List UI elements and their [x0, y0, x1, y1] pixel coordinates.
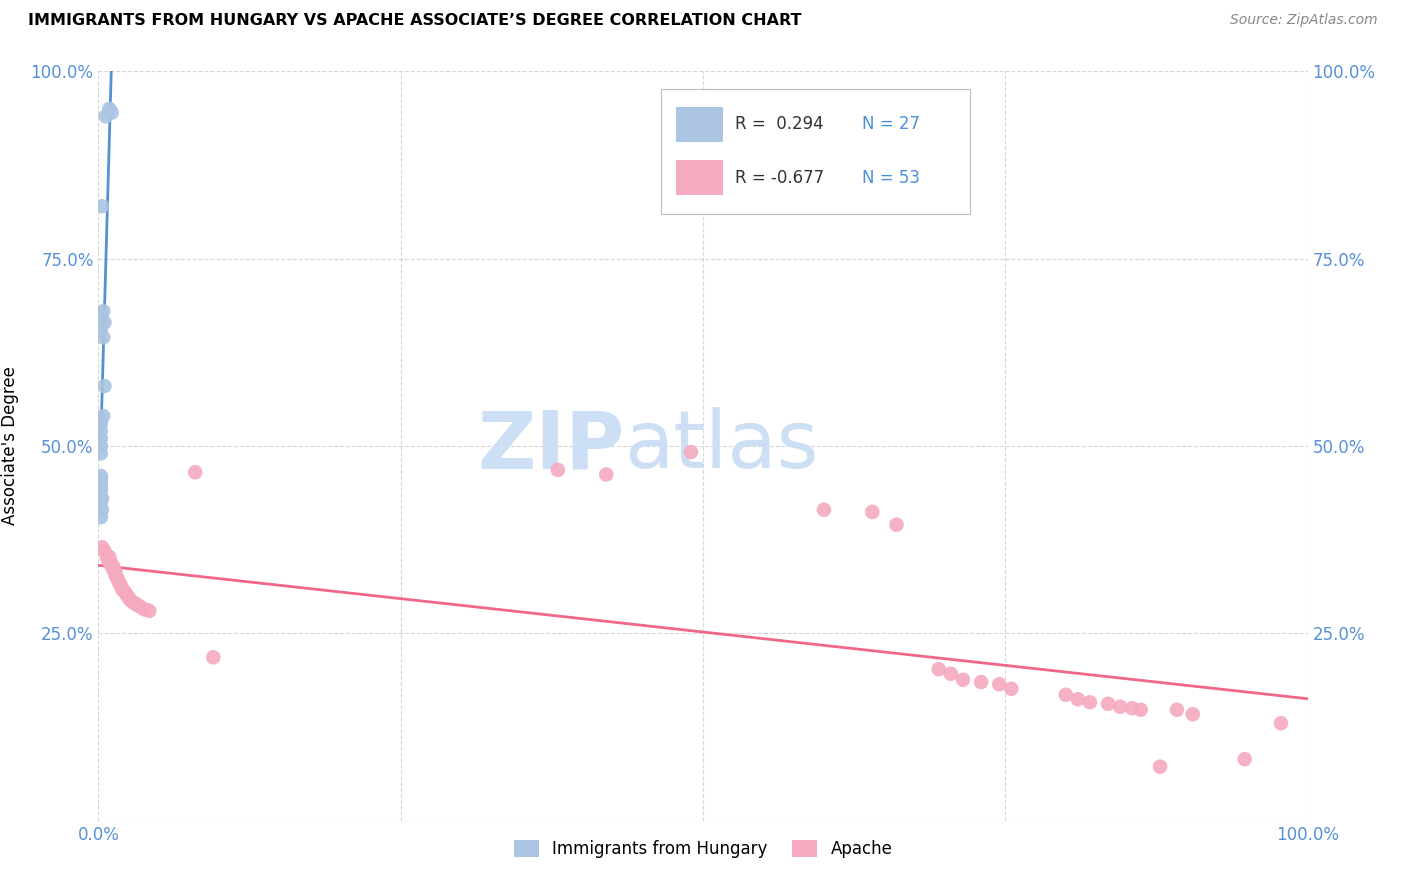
- Point: [91, 491, 114, 506]
- Point: [1270, 716, 1292, 731]
- Point: [679, 445, 702, 459]
- FancyBboxPatch shape: [676, 161, 723, 195]
- Point: [91, 540, 114, 554]
- Point: [110, 580, 132, 594]
- Point: [90, 473, 112, 487]
- Point: [813, 502, 835, 516]
- Point: [90, 308, 112, 322]
- Point: [124, 596, 146, 610]
- Point: [886, 517, 908, 532]
- Point: [1181, 707, 1204, 722]
- Point: [127, 598, 149, 612]
- Point: [90, 495, 112, 509]
- Point: [94, 109, 117, 123]
- Text: ZIP: ZIP: [477, 407, 624, 485]
- Point: [91, 409, 114, 423]
- Point: [90, 417, 112, 431]
- Text: N = 27: N = 27: [862, 115, 920, 133]
- Point: [1129, 703, 1152, 717]
- Point: [1166, 703, 1188, 717]
- Point: [90, 476, 112, 491]
- FancyBboxPatch shape: [676, 107, 723, 142]
- Point: [91, 330, 114, 344]
- Point: [1109, 699, 1132, 714]
- Point: [118, 591, 141, 605]
- Point: [93, 379, 115, 393]
- Point: [107, 573, 129, 587]
- Point: [100, 105, 122, 120]
- Point: [90, 315, 112, 329]
- Point: [595, 467, 617, 482]
- Text: R = -0.677: R = -0.677: [735, 169, 824, 186]
- Point: [1097, 697, 1119, 711]
- Point: [952, 673, 974, 687]
- Point: [184, 465, 207, 479]
- Point: [108, 577, 131, 591]
- Text: N = 53: N = 53: [862, 169, 920, 186]
- Point: [118, 592, 141, 607]
- Point: [91, 502, 114, 516]
- Legend: Immigrants from Hungary, Apache: Immigrants from Hungary, Apache: [508, 833, 898, 864]
- Text: R =  0.294: R = 0.294: [735, 115, 824, 133]
- Point: [93, 544, 115, 558]
- Text: IMMIGRANTS FROM HUNGARY VS APACHE ASSOCIATE’S DEGREE CORRELATION CHART: IMMIGRANTS FROM HUNGARY VS APACHE ASSOCI…: [28, 13, 801, 29]
- Point: [90, 480, 112, 494]
- Point: [1121, 701, 1143, 715]
- Point: [939, 666, 962, 681]
- Point: [101, 562, 124, 576]
- Point: [1149, 760, 1171, 774]
- Point: [105, 570, 128, 584]
- Point: [90, 469, 112, 483]
- Point: [90, 432, 112, 446]
- Point: [91, 199, 114, 213]
- Point: [129, 600, 152, 615]
- Point: [90, 483, 112, 498]
- Point: [860, 505, 883, 519]
- Point: [114, 585, 136, 599]
- Point: [90, 323, 112, 337]
- Point: [1000, 681, 1022, 696]
- Point: [97, 553, 120, 567]
- Point: [202, 650, 225, 665]
- Point: [98, 102, 121, 116]
- Point: [100, 555, 122, 569]
- Point: [138, 604, 160, 618]
- Point: [108, 575, 131, 590]
- Point: [90, 439, 112, 453]
- Point: [988, 677, 1011, 691]
- Point: [93, 315, 115, 329]
- Point: [111, 582, 134, 597]
- Point: [90, 510, 112, 524]
- Point: [100, 558, 122, 572]
- Point: [115, 587, 138, 601]
- Text: Source: ZipAtlas.com: Source: ZipAtlas.com: [1230, 13, 1378, 28]
- Y-axis label: Associate's Degree: Associate's Degree: [1, 367, 20, 525]
- Point: [96, 549, 118, 564]
- Point: [547, 463, 569, 477]
- Point: [90, 424, 112, 438]
- Point: [104, 567, 127, 582]
- Point: [1078, 695, 1101, 709]
- Point: [104, 565, 127, 579]
- Point: [1067, 692, 1090, 706]
- Point: [1054, 688, 1077, 702]
- Point: [90, 446, 112, 460]
- Point: [134, 602, 156, 616]
- Point: [91, 304, 114, 318]
- Point: [90, 413, 112, 427]
- Point: [970, 675, 993, 690]
- Text: atlas: atlas: [624, 407, 818, 485]
- Point: [1233, 752, 1256, 766]
- Point: [121, 595, 143, 609]
- Point: [928, 662, 950, 676]
- Point: [101, 558, 124, 573]
- Point: [98, 549, 121, 564]
